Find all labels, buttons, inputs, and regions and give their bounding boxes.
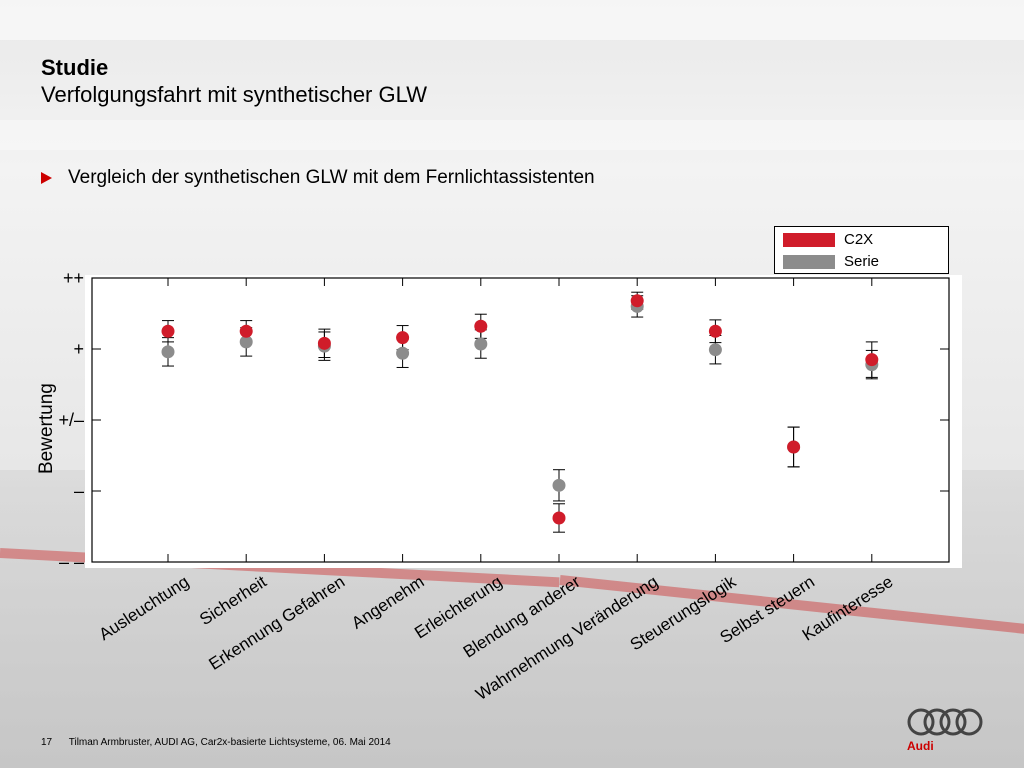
plot-frame [92, 278, 949, 562]
data-point-c2x [318, 337, 331, 350]
data-point-c2x [162, 325, 175, 338]
data-point-serie [396, 347, 409, 360]
y-tick-label: – – [59, 552, 84, 572]
footer-page-number: 17 [41, 737, 52, 748]
y-tick-label: + [73, 339, 84, 359]
data-point-serie [162, 345, 175, 358]
data-point-c2x [240, 325, 253, 338]
data-point-c2x [631, 294, 644, 307]
data-point-serie [474, 338, 487, 351]
data-point-c2x [553, 511, 566, 524]
footer-text: Tilman Armbruster, AUDI AG, Car2x-basier… [69, 737, 391, 748]
data-point-c2x [709, 325, 722, 338]
y-tick-label: ++ [63, 268, 84, 288]
data-point-c2x [474, 320, 487, 333]
footer: 17 Tilman Armbruster, AUDI AG, Car2x-bas… [41, 737, 391, 748]
data-point-c2x [787, 440, 800, 453]
data-point-serie [553, 479, 566, 492]
y-tick-label: – [74, 481, 84, 501]
y-tick-label: +/– [58, 410, 84, 430]
audi-logo-text: Audi [907, 739, 934, 753]
data-point-serie [709, 343, 722, 356]
data-point-c2x [396, 331, 409, 344]
audi-rings-logo-icon [905, 708, 985, 740]
y-axis-label: Bewertung [36, 383, 58, 474]
data-point-c2x [865, 353, 878, 366]
chart-plot: – ––+/–+++ [0, 0, 1024, 768]
